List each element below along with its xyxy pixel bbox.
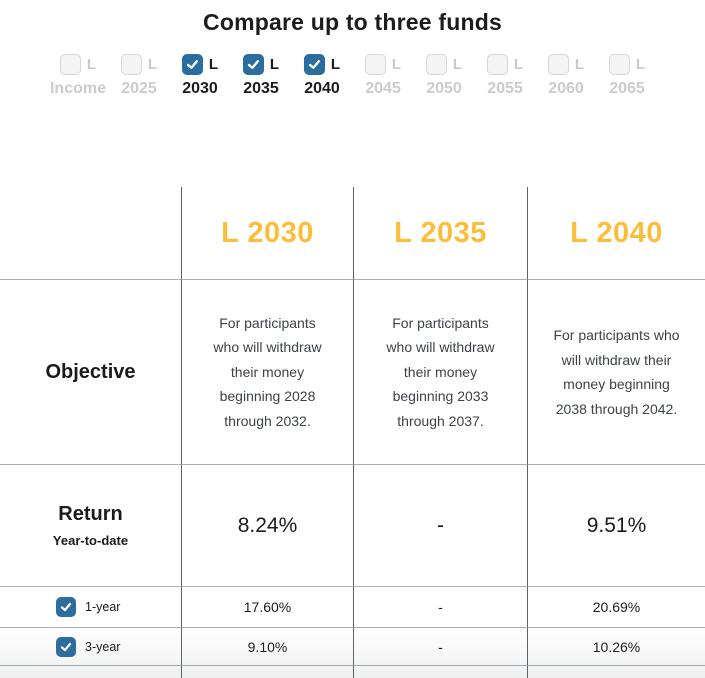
objective-l2030: For participants who will withdraw their… [182,279,354,465]
partial-next-row-cell [354,666,528,678]
checkmark-icon [60,642,72,651]
fund-letter-label: L [208,56,219,73]
fund-letter-label: L [635,56,646,73]
fund-checkbox-control[interactable]: L [425,53,463,76]
return-label-text: Return [58,503,123,525]
fund-checkbox-control[interactable]: L [608,53,646,76]
checkbox[interactable] [425,54,447,75]
fund-checkbox-control[interactable]: L [303,53,341,76]
fund-checkbox-income[interactable]: L Income [50,53,107,98]
return-row-label: Return Year-to-date [0,465,182,587]
fund-comparison-table: L 2030 L 2035 L 2040 Objective For parti… [0,187,705,678]
objective-row-label: Objective [0,279,182,465]
fund-column-header-l2030: L 2030 [182,187,354,279]
checkmark-icon [186,60,198,69]
fund-name-label: 2030 [182,80,218,97]
fund-name-label: 2060 [548,80,584,97]
fund-letter-label: L [452,56,463,73]
fund-checkbox-control[interactable]: L [120,53,158,76]
checkmark-icon [247,60,259,69]
fund-name-label: 2065 [609,80,645,97]
stat-label-1-year: 1-year [85,600,121,614]
table-corner-cell [0,187,182,279]
fund-checkbox-control[interactable]: L [242,53,280,76]
stat-row-3-year-label-cell: 3-year [0,628,182,666]
checkbox[interactable] [303,54,325,75]
fund-checkbox-control[interactable]: L [181,53,219,76]
fund-name-label: 2050 [426,80,462,97]
fund-checkbox-2055[interactable]: L 2055 [477,53,534,98]
fund-name-label: 2045 [365,80,401,97]
fund-letter-label: L [86,56,97,73]
checkbox[interactable] [59,54,81,75]
return-ytd-l2035: - [354,465,528,587]
return-ytd-l2030: 8.24% [182,465,354,587]
stat-1-year-l2030: 17.60% [182,587,354,628]
checkbox[interactable] [547,54,569,75]
fund-checkbox-2040[interactable]: L 2040 [294,53,351,98]
fund-checkbox-control[interactable]: L [59,53,97,76]
fund-letter-label: L [147,56,158,73]
checkbox[interactable] [486,54,508,75]
fund-column-header-l2035: L 2035 [354,187,528,279]
fund-letter-label: L [513,56,524,73]
fund-name-label: 2055 [487,80,523,97]
fund-letter-label: L [391,56,402,73]
stat-1-year-l2035: - [354,587,528,628]
fund-checkbox-2050[interactable]: L 2050 [416,53,473,98]
objective-l2040: For participants who will withdraw their… [528,279,705,465]
checkbox[interactable] [364,54,386,75]
checkbox[interactable] [181,54,203,75]
fund-letter-label: L [574,56,585,73]
partial-next-row-cell [182,666,354,678]
fund-checkbox-2060[interactable]: L 2060 [538,53,595,98]
fund-checkbox-control[interactable]: L [364,53,402,76]
stat-checkbox-3-year[interactable] [56,636,76,657]
partial-next-row-cell [528,666,705,678]
checkmark-icon [308,60,320,69]
checkbox[interactable] [120,54,142,75]
return-sublabel-text: Year-to-date [52,533,129,548]
stat-3-year-l2035: - [354,628,528,666]
fund-checkbox-2035[interactable]: L 2035 [233,53,290,98]
fund-checkbox-control[interactable]: L [547,53,585,76]
fund-checkbox-2045[interactable]: L 2045 [355,53,412,98]
stat-checkbox-1-year[interactable] [56,597,76,617]
fund-name-label: 2040 [304,80,340,97]
checkmark-icon [60,602,72,612]
fund-name-label: 2035 [243,80,279,97]
fund-name-label: Income [49,80,106,97]
partial-next-row-cell [0,666,182,678]
stat-3-year-l2040: 10.26% [528,628,705,666]
objective-l2035: For participants who will withdraw their… [354,279,528,465]
stat-3-year-l2030: 9.10% [182,628,354,666]
fund-checkbox-control[interactable]: L [486,53,524,76]
stat-row-1-year-label-cell: 1-year [0,587,182,628]
fund-column-header-l2040: L 2040 [570,216,663,249]
fund-name-label: 2025 [121,80,157,97]
return-ytd-l2040: 9.51% [528,465,705,587]
fund-letter-label: L [269,56,280,73]
checkbox[interactable] [242,54,264,75]
page-title: Compare up to three funds [203,9,502,35]
fund-checkbox-2065[interactable]: L 2065 [599,53,656,98]
stat-label-3-year: 3-year [85,639,121,654]
fund-checkbox-2025[interactable]: L 2025 [111,53,168,98]
fund-selector-row: L Income L 2025 L 2030 L 2035 L 2040 [0,53,705,98]
checkbox[interactable] [608,54,630,75]
fund-checkbox-2030[interactable]: L 2030 [172,53,229,98]
stat-1-year-l2040: 20.69% [528,587,705,628]
fund-letter-label: L [330,56,341,73]
